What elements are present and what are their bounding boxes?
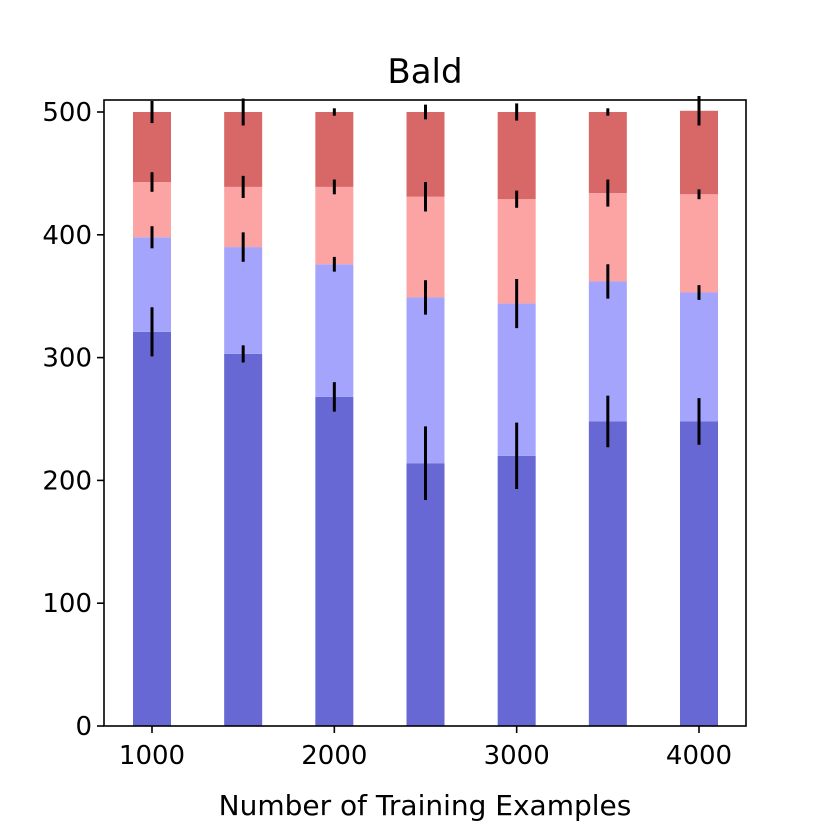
y-tick-label: 100 [42, 589, 92, 619]
x-tick-label: 1000 [119, 741, 185, 771]
y-tick-label: 500 [42, 98, 92, 128]
plot-frame [103, 99, 747, 727]
x-tick-label: 2000 [301, 741, 367, 771]
bar-segment [680, 194, 718, 293]
x-tick-label: 3000 [484, 741, 550, 771]
bar-segment [406, 463, 445, 726]
bar-segment [497, 455, 536, 726]
error-bars-layer [150, 96, 701, 501]
bar-segment [315, 186, 354, 265]
x-axis-label: Number of Training Examples [219, 789, 632, 822]
bar-segment [588, 421, 627, 726]
y-tick-label: 300 [42, 344, 92, 374]
bar-segment [224, 353, 263, 726]
bar-segment [133, 112, 171, 182]
bar-segment [133, 331, 171, 726]
chart-title: Bald [387, 52, 462, 92]
y-tick-label: 400 [42, 221, 92, 251]
x-axis: 1000 2000 3000 4000 [119, 726, 732, 771]
bar-segment [315, 112, 354, 187]
y-tick-label: 200 [42, 466, 92, 496]
bar-segment [315, 264, 354, 397]
y-tick-label: 0 [75, 712, 92, 742]
y-axis: 0 100 200 300 400 500 [42, 98, 104, 742]
bar-segment [224, 247, 263, 354]
bar-segment [680, 421, 718, 726]
bars-layer [133, 110, 718, 726]
bar-segment [497, 112, 536, 200]
bar-segment [315, 396, 354, 726]
x-tick-label: 4000 [666, 741, 732, 771]
